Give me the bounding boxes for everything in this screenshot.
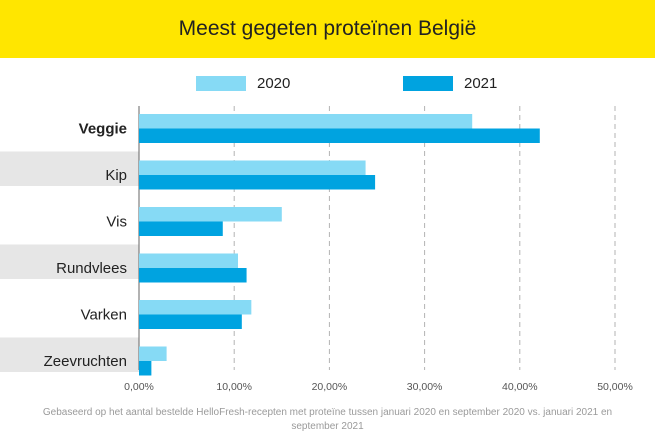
category-label: Zeevruchten [44, 353, 127, 370]
bar-2020-veggie [139, 114, 473, 129]
category-label: Vis [106, 214, 127, 231]
x-tick-label: 30,00% [407, 381, 443, 393]
bar-2020-kip [139, 160, 366, 175]
footnote: Gebaseerd op het aantal bestelde HelloFr… [42, 407, 613, 432]
x-tick-label: 0,00% [124, 381, 154, 393]
bar-2020-rundvlees [139, 253, 239, 268]
x-tick-label: 50,00% [597, 381, 633, 393]
legend-item-2021: 2021 [403, 75, 497, 92]
bar-2021-kip [139, 175, 376, 190]
legend-swatch-2021 [403, 76, 453, 91]
x-tick-label: 10,00% [216, 381, 252, 393]
legend-label-2021: 2021 [464, 75, 498, 92]
category-label: Rundvlees [56, 260, 127, 277]
legend: 2020 2021 [0, 75, 655, 97]
bar-2021-varken [139, 314, 242, 329]
category-label: Varken [81, 307, 127, 324]
title-banner: Meest gegeten proteïnen België [0, 0, 655, 58]
x-tick-label: 20,00% [312, 381, 348, 393]
bar-2021-veggie [139, 128, 540, 143]
legend-item-2020: 2020 [196, 75, 290, 92]
row-band [0, 151, 139, 186]
bar-2020-vis [139, 207, 282, 222]
legend-swatch-2020 [196, 76, 246, 91]
bar-2020-zeevruchten [139, 346, 167, 361]
row-band [0, 337, 139, 372]
bar-2021-rundvlees [139, 268, 247, 283]
bar-2020-varken [139, 300, 252, 315]
category-label: Veggie [79, 121, 127, 138]
bar-2021-zeevruchten [139, 361, 152, 376]
chart-title: Meest gegeten proteïnen België [178, 17, 477, 40]
row-band [0, 244, 139, 279]
x-tick-label: 40,00% [502, 381, 538, 393]
bar-chart: 0,00% 10,00% 20,00% 30,00% 40,00% 50,00% Veggi… [0, 106, 633, 393]
category-label: Kip [105, 167, 127, 184]
legend-label-2020: 2020 [257, 75, 291, 92]
bar-2021-vis [139, 221, 223, 236]
